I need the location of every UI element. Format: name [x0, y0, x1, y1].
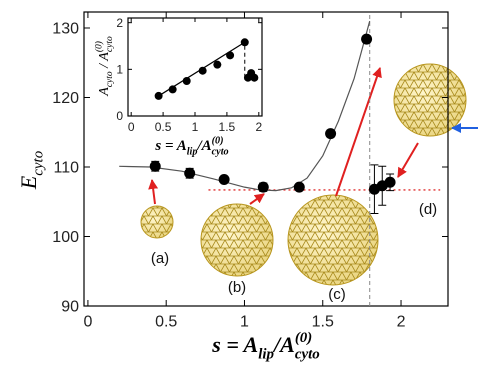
label-part: cyto — [212, 147, 229, 158]
x-tick-label: 0.5 — [155, 120, 172, 134]
label-part: s = A — [154, 138, 186, 154]
label-part: lip — [187, 147, 198, 158]
x-tick-label: 1 — [240, 313, 249, 330]
data-point — [198, 66, 207, 75]
data-point — [182, 77, 191, 85]
label-part: cyto — [31, 150, 47, 175]
fit-line — [119, 20, 371, 192]
data-point — [149, 160, 161, 172]
label-part: A — [97, 87, 112, 97]
data-point — [384, 176, 396, 188]
data-point — [154, 91, 163, 100]
x-tick-label: 0.5 — [155, 313, 177, 330]
data-point — [293, 181, 305, 193]
axis-label: Acyto / Acyto(0) — [94, 36, 116, 97]
x-tick-label: 2 — [255, 120, 262, 134]
y-tick-label: 100 — [52, 229, 79, 246]
data-point — [168, 85, 177, 94]
label-part: (0) — [295, 330, 312, 346]
data-point — [184, 167, 196, 179]
annotation: (a) — [151, 250, 169, 267]
y-tick-label: 120 — [52, 90, 79, 107]
label-part: / A — [97, 52, 112, 72]
axis-label: s = Alip/Acyto(0) — [154, 135, 228, 157]
y-tick-label: 130 — [52, 21, 79, 38]
label-part: (0) — [212, 135, 224, 146]
data-point — [226, 51, 235, 60]
label-part: cyto — [105, 71, 115, 87]
data-point — [361, 33, 373, 45]
x-tick-label: 1.5 — [219, 120, 236, 134]
sphere — [287, 194, 379, 286]
data-point — [213, 60, 222, 69]
annotation: (c) — [328, 286, 346, 303]
x-tick-label: 1.5 — [312, 313, 334, 330]
label-part: lip — [258, 347, 274, 363]
y-tick-label: 1 — [116, 63, 123, 77]
axis-label: Ecyto — [16, 150, 47, 190]
y-tick-label: 110 — [53, 160, 79, 177]
data-point — [325, 128, 337, 140]
y-tick-label: 0 — [116, 109, 123, 123]
plot-frame — [127, 17, 263, 117]
data-point — [250, 73, 259, 82]
label-part: cyto — [295, 347, 320, 363]
data-point — [218, 174, 230, 186]
x-tick-label: 2 — [397, 313, 406, 330]
arrows — [148, 67, 478, 205]
label-part: /A — [272, 332, 295, 357]
label-part: cyto — [105, 36, 115, 52]
arrow — [335, 67, 382, 197]
arrow — [148, 179, 159, 205]
y-tick-label: 90 — [61, 299, 79, 316]
arrow — [397, 142, 419, 178]
data-point — [257, 181, 269, 193]
annotation: (b) — [228, 279, 246, 296]
annotation: (d) — [419, 201, 437, 218]
y-tick-label: 2 — [116, 16, 123, 30]
label-part: s = A — [211, 332, 258, 357]
plot-frame — [83, 11, 449, 307]
label-part: /A — [196, 138, 211, 154]
sphere — [200, 203, 274, 277]
label-part: E — [16, 175, 41, 190]
label-part: (0) — [94, 41, 105, 52]
x-tick-label: 0 — [83, 313, 92, 330]
data-point — [240, 38, 249, 47]
x-tick-label: 1 — [192, 120, 199, 134]
sphere — [393, 63, 467, 137]
arrow — [249, 193, 265, 205]
x-tick-label: 0 — [128, 120, 135, 134]
sphere — [140, 205, 174, 239]
axis-label: s = Alip/Acyto(0) — [211, 330, 319, 363]
